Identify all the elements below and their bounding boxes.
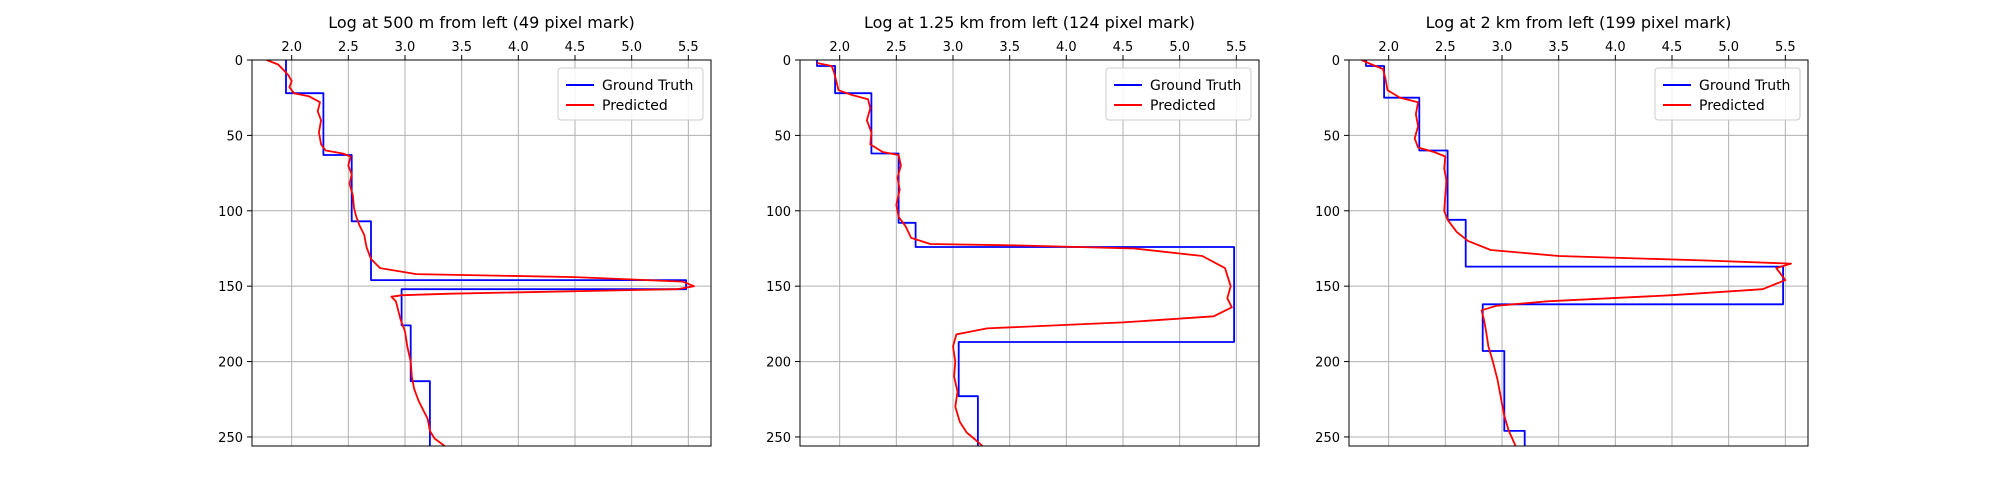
x-tick-label-4: 4.0 xyxy=(1056,40,1077,55)
x-tick-label-0: 2.0 xyxy=(281,40,302,55)
x-tick-label-4: 4.0 xyxy=(508,40,529,55)
x-tick-label-2: 3.0 xyxy=(395,40,416,55)
y-tick-label-5: 250 xyxy=(218,431,243,446)
x-tick-label-3: 3.5 xyxy=(451,40,472,55)
y-tick-label-0: 0 xyxy=(783,54,791,69)
y-tick-label-3: 150 xyxy=(1315,280,1340,295)
legend-label-ground-truth: Ground Truth xyxy=(602,78,693,94)
y-tick-label-0: 0 xyxy=(235,54,243,69)
y-tick-label-1: 50 xyxy=(1323,129,1340,144)
legend-label-ground-truth: Ground Truth xyxy=(1150,78,1241,94)
y-tick-label-3: 150 xyxy=(218,280,243,295)
chart-title: Log at 2 km from left (199 pixel mark) xyxy=(1426,13,1732,32)
y-tick-label-1: 50 xyxy=(226,129,243,144)
chart-log-500m: 2.0 2.5 3.0 3.5 4.0 4.5 5.0 5.5 0 50 100 150 200 250 L… xyxy=(218,13,712,447)
axes-frame xyxy=(1348,59,1809,447)
x-tick-label-7: 5.5 xyxy=(1775,40,1796,55)
y-tick-label-4: 200 xyxy=(218,356,243,371)
x-tick-label-0: 2.0 xyxy=(829,40,850,55)
x-tick-label-1: 2.5 xyxy=(338,40,359,55)
legend-box xyxy=(1105,67,1252,121)
chart-title: Log at 1.25 km from left (124 pixel mark… xyxy=(864,13,1195,32)
axes-frame xyxy=(251,59,712,447)
x-tick-label-5: 4.5 xyxy=(1662,40,1683,55)
x-tick-label-1: 2.5 xyxy=(886,40,907,55)
y-tick-label-1: 50 xyxy=(774,129,791,144)
legend-label-predicted: Predicted xyxy=(1699,98,1765,114)
y-tick-label-5: 250 xyxy=(766,431,791,446)
x-tick-label-3: 3.5 xyxy=(999,40,1020,55)
series-line-predicted xyxy=(1361,60,1792,446)
legend: Ground Truth Predicted xyxy=(557,67,704,121)
y-tick-label-4: 200 xyxy=(1315,356,1340,371)
y-tick-label-5: 250 xyxy=(1315,431,1340,446)
x-tick-label-5: 4.5 xyxy=(1113,40,1134,55)
series-line-predicted xyxy=(816,62,1233,446)
legend-box xyxy=(557,67,704,121)
legend-label-predicted: Predicted xyxy=(1150,98,1216,114)
legend-box xyxy=(1654,67,1801,121)
series-line-ground-truth xyxy=(1365,60,1784,446)
legend: Ground Truth Predicted xyxy=(1105,67,1252,121)
x-tick-label-2: 3.0 xyxy=(943,40,964,55)
x-tick-label-3: 3.5 xyxy=(1548,40,1569,55)
x-tick-label-7: 5.5 xyxy=(678,40,699,55)
legend-label-ground-truth: Ground Truth xyxy=(1699,78,1790,94)
y-tick-label-2: 100 xyxy=(218,205,243,220)
chart-log-1250m: 2.0 2.5 3.0 3.5 4.0 4.5 5.0 5.5 0 50 100 150 200 250 L… xyxy=(766,13,1260,447)
x-tick-label-4: 4.0 xyxy=(1605,40,1626,55)
y-tick-label-0: 0 xyxy=(1332,54,1340,69)
legend-label-predicted: Predicted xyxy=(602,98,668,114)
chart-title: Log at 500 m from left (49 pixel mark) xyxy=(328,13,635,32)
legend: Ground Truth Predicted xyxy=(1654,67,1801,121)
series-line-predicted xyxy=(266,60,695,446)
x-tick-label-1: 2.5 xyxy=(1435,40,1456,55)
series-line-ground-truth xyxy=(285,60,687,446)
x-tick-label-7: 5.5 xyxy=(1226,40,1247,55)
x-tick-label-6: 5.0 xyxy=(621,40,642,55)
y-tick-label-2: 100 xyxy=(1315,205,1340,220)
x-tick-label-6: 5.0 xyxy=(1718,40,1739,55)
y-tick-label-2: 100 xyxy=(766,205,791,220)
axes-frame xyxy=(799,59,1260,447)
x-tick-label-6: 5.0 xyxy=(1169,40,1190,55)
chart-log-2km: 2.0 2.5 3.0 3.5 4.0 4.5 5.0 5.5 0 50 100 150 200 250 L… xyxy=(1315,13,1809,447)
x-tick-label-0: 2.0 xyxy=(1378,40,1399,55)
y-tick-label-3: 150 xyxy=(766,280,791,295)
y-tick-label-4: 200 xyxy=(766,356,791,371)
x-tick-label-2: 3.0 xyxy=(1492,40,1513,55)
x-tick-label-5: 4.5 xyxy=(565,40,586,55)
